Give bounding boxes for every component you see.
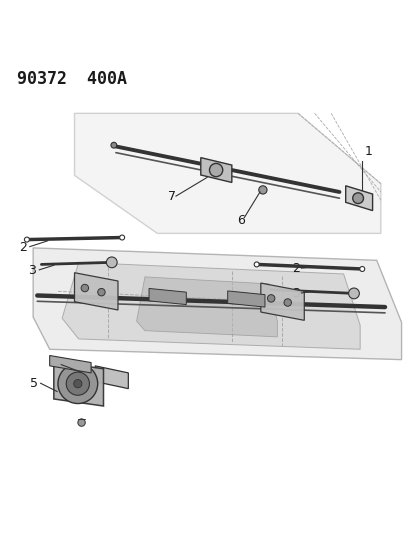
- Circle shape: [258, 186, 266, 194]
- Polygon shape: [74, 114, 380, 233]
- Text: 3: 3: [28, 264, 36, 277]
- Text: 7: 7: [167, 190, 176, 204]
- Circle shape: [359, 266, 364, 271]
- Circle shape: [66, 372, 89, 395]
- Polygon shape: [260, 283, 304, 320]
- Circle shape: [283, 299, 291, 306]
- Polygon shape: [149, 288, 186, 304]
- Polygon shape: [136, 277, 277, 337]
- Polygon shape: [33, 248, 401, 360]
- Polygon shape: [50, 356, 91, 373]
- Circle shape: [74, 379, 82, 388]
- Circle shape: [254, 262, 259, 267]
- Circle shape: [352, 193, 363, 204]
- Polygon shape: [62, 262, 359, 349]
- Text: 4: 4: [52, 357, 60, 370]
- Text: 5: 5: [30, 377, 38, 390]
- Circle shape: [78, 419, 85, 426]
- Circle shape: [348, 288, 358, 299]
- Text: 1: 1: [363, 145, 371, 158]
- Circle shape: [58, 364, 97, 403]
- Circle shape: [111, 142, 116, 148]
- Text: 90372  400A: 90372 400A: [17, 70, 126, 88]
- Polygon shape: [227, 291, 264, 307]
- Circle shape: [119, 235, 124, 240]
- Circle shape: [106, 257, 117, 268]
- Text: 2: 2: [19, 240, 27, 254]
- Circle shape: [97, 288, 105, 296]
- Polygon shape: [95, 366, 128, 389]
- Circle shape: [267, 295, 274, 302]
- Text: 6: 6: [236, 214, 244, 227]
- Text: 3: 3: [291, 287, 299, 300]
- Polygon shape: [54, 362, 103, 406]
- Polygon shape: [200, 158, 231, 182]
- Polygon shape: [345, 186, 372, 211]
- Circle shape: [81, 284, 88, 292]
- Circle shape: [24, 237, 29, 242]
- Text: 2: 2: [291, 262, 299, 275]
- Circle shape: [209, 164, 222, 176]
- Polygon shape: [74, 273, 118, 310]
